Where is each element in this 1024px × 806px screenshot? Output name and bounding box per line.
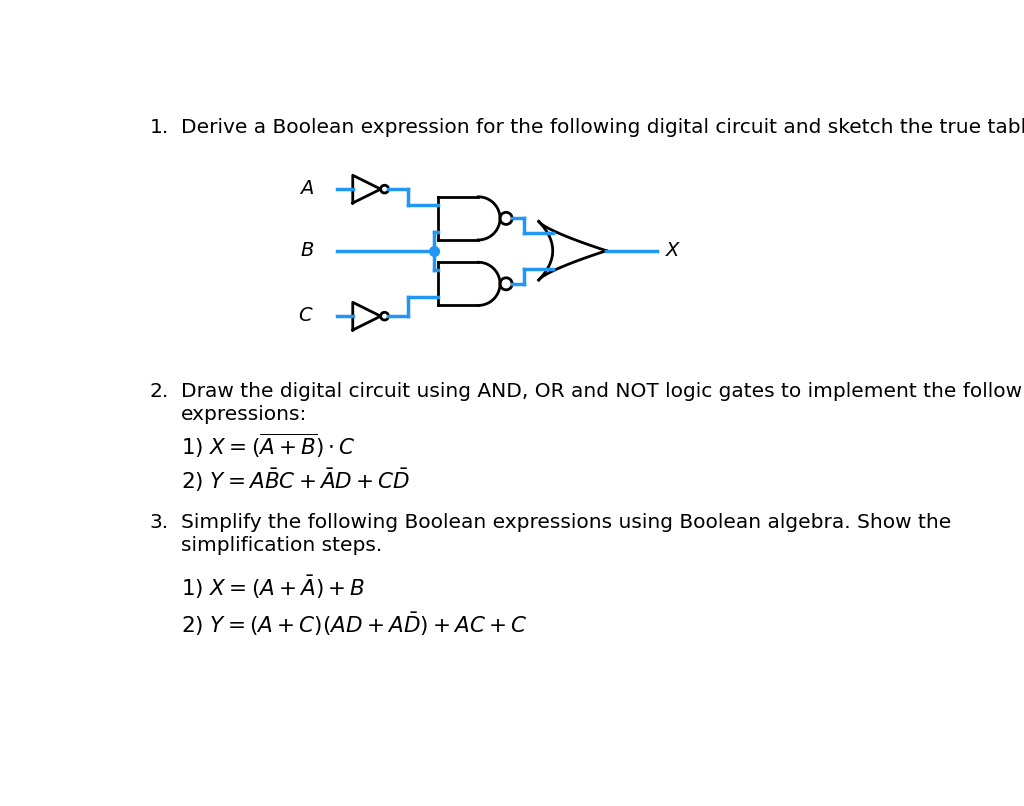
Text: 2) $\mathit{Y} = (\mathit{A}+\mathit{C})(\mathit{A}\mathit{D} + \mathit{A}\bar{\: 2) $\mathit{Y} = (\mathit{A}+\mathit{C})…	[180, 611, 527, 638]
Text: $B$: $B$	[300, 242, 314, 260]
Text: simplification steps.: simplification steps.	[180, 536, 382, 555]
Text: 3.: 3.	[150, 513, 169, 531]
Text: Derive a Boolean expression for the following digital circuit and sketch the tru: Derive a Boolean expression for the foll…	[180, 118, 1024, 137]
Text: 1.: 1.	[150, 118, 169, 137]
Text: 2) $\mathit{Y} = \mathit{A}\bar{\mathit{B}}\mathit{C} + \bar{\mathit{A}}\mathit{: 2) $\mathit{Y} = \mathit{A}\bar{\mathit{…	[180, 467, 411, 493]
Text: Draw the digital circuit using AND, OR and NOT logic gates to implement the foll: Draw the digital circuit using AND, OR a…	[180, 381, 1024, 401]
Text: $A$: $A$	[299, 180, 314, 198]
Text: 1) $\mathit{X} = (\mathit{A} + \bar{\mathit{A}}) + \mathit{B}$: 1) $\mathit{X} = (\mathit{A} + \bar{\mat…	[180, 574, 366, 601]
Text: $X$: $X$	[665, 242, 681, 260]
Text: 1) $\mathit{X} = (\overline{A+B})\cdot \mathit{C}$: 1) $\mathit{X} = (\overline{A+B})\cdot \…	[180, 432, 355, 460]
Text: $C$: $C$	[298, 307, 314, 325]
Text: Simplify the following Boolean expressions using Boolean algebra. Show the: Simplify the following Boolean expressio…	[180, 513, 951, 531]
Text: 2.: 2.	[150, 381, 169, 401]
Text: expressions:: expressions:	[180, 405, 307, 424]
